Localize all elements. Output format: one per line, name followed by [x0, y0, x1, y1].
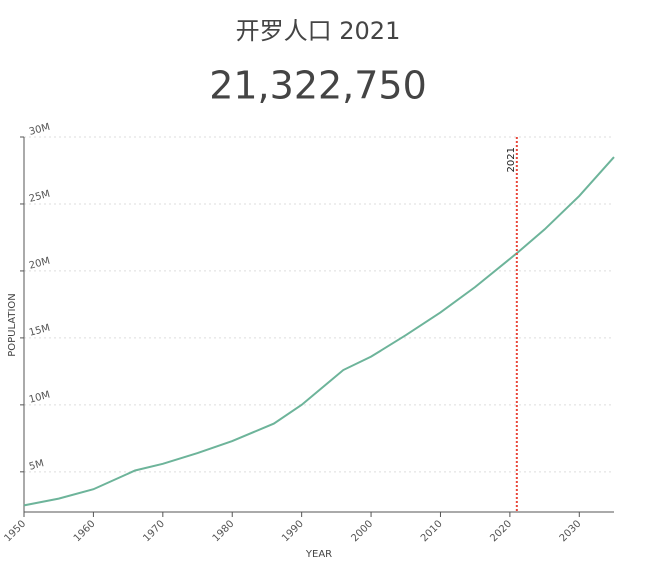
- x-tick-label: 1980: [211, 518, 237, 544]
- chart-title: 开罗人口 2021: [236, 17, 401, 45]
- y-tick-label: 15M: [28, 323, 51, 339]
- line: [23, 156, 615, 507]
- x-tick-label: 1970: [141, 518, 167, 544]
- x-tick-label: 2030: [558, 518, 584, 544]
- x-axis-label: YEAR: [305, 549, 332, 560]
- y-axis-label: POPULATION: [7, 293, 18, 357]
- x-tick-label: 1960: [72, 518, 98, 544]
- x-tick-label: 2010: [419, 518, 445, 544]
- y-tick-label: 25M: [28, 189, 51, 205]
- marker-label: 2021: [506, 147, 517, 172]
- x-tick-label: 1990: [280, 518, 306, 544]
- x-tick-label: 1950: [2, 518, 28, 544]
- y-tick-label: 5M: [28, 458, 45, 473]
- y-tick-label: 20M: [28, 256, 51, 272]
- x-tick-label: 2020: [488, 518, 514, 544]
- y-tick-label: 30M: [28, 122, 51, 138]
- headline: 21,322,750: [209, 64, 427, 108]
- x-tick-label: 2000: [350, 518, 376, 544]
- y-tick-label: 10M: [28, 390, 51, 406]
